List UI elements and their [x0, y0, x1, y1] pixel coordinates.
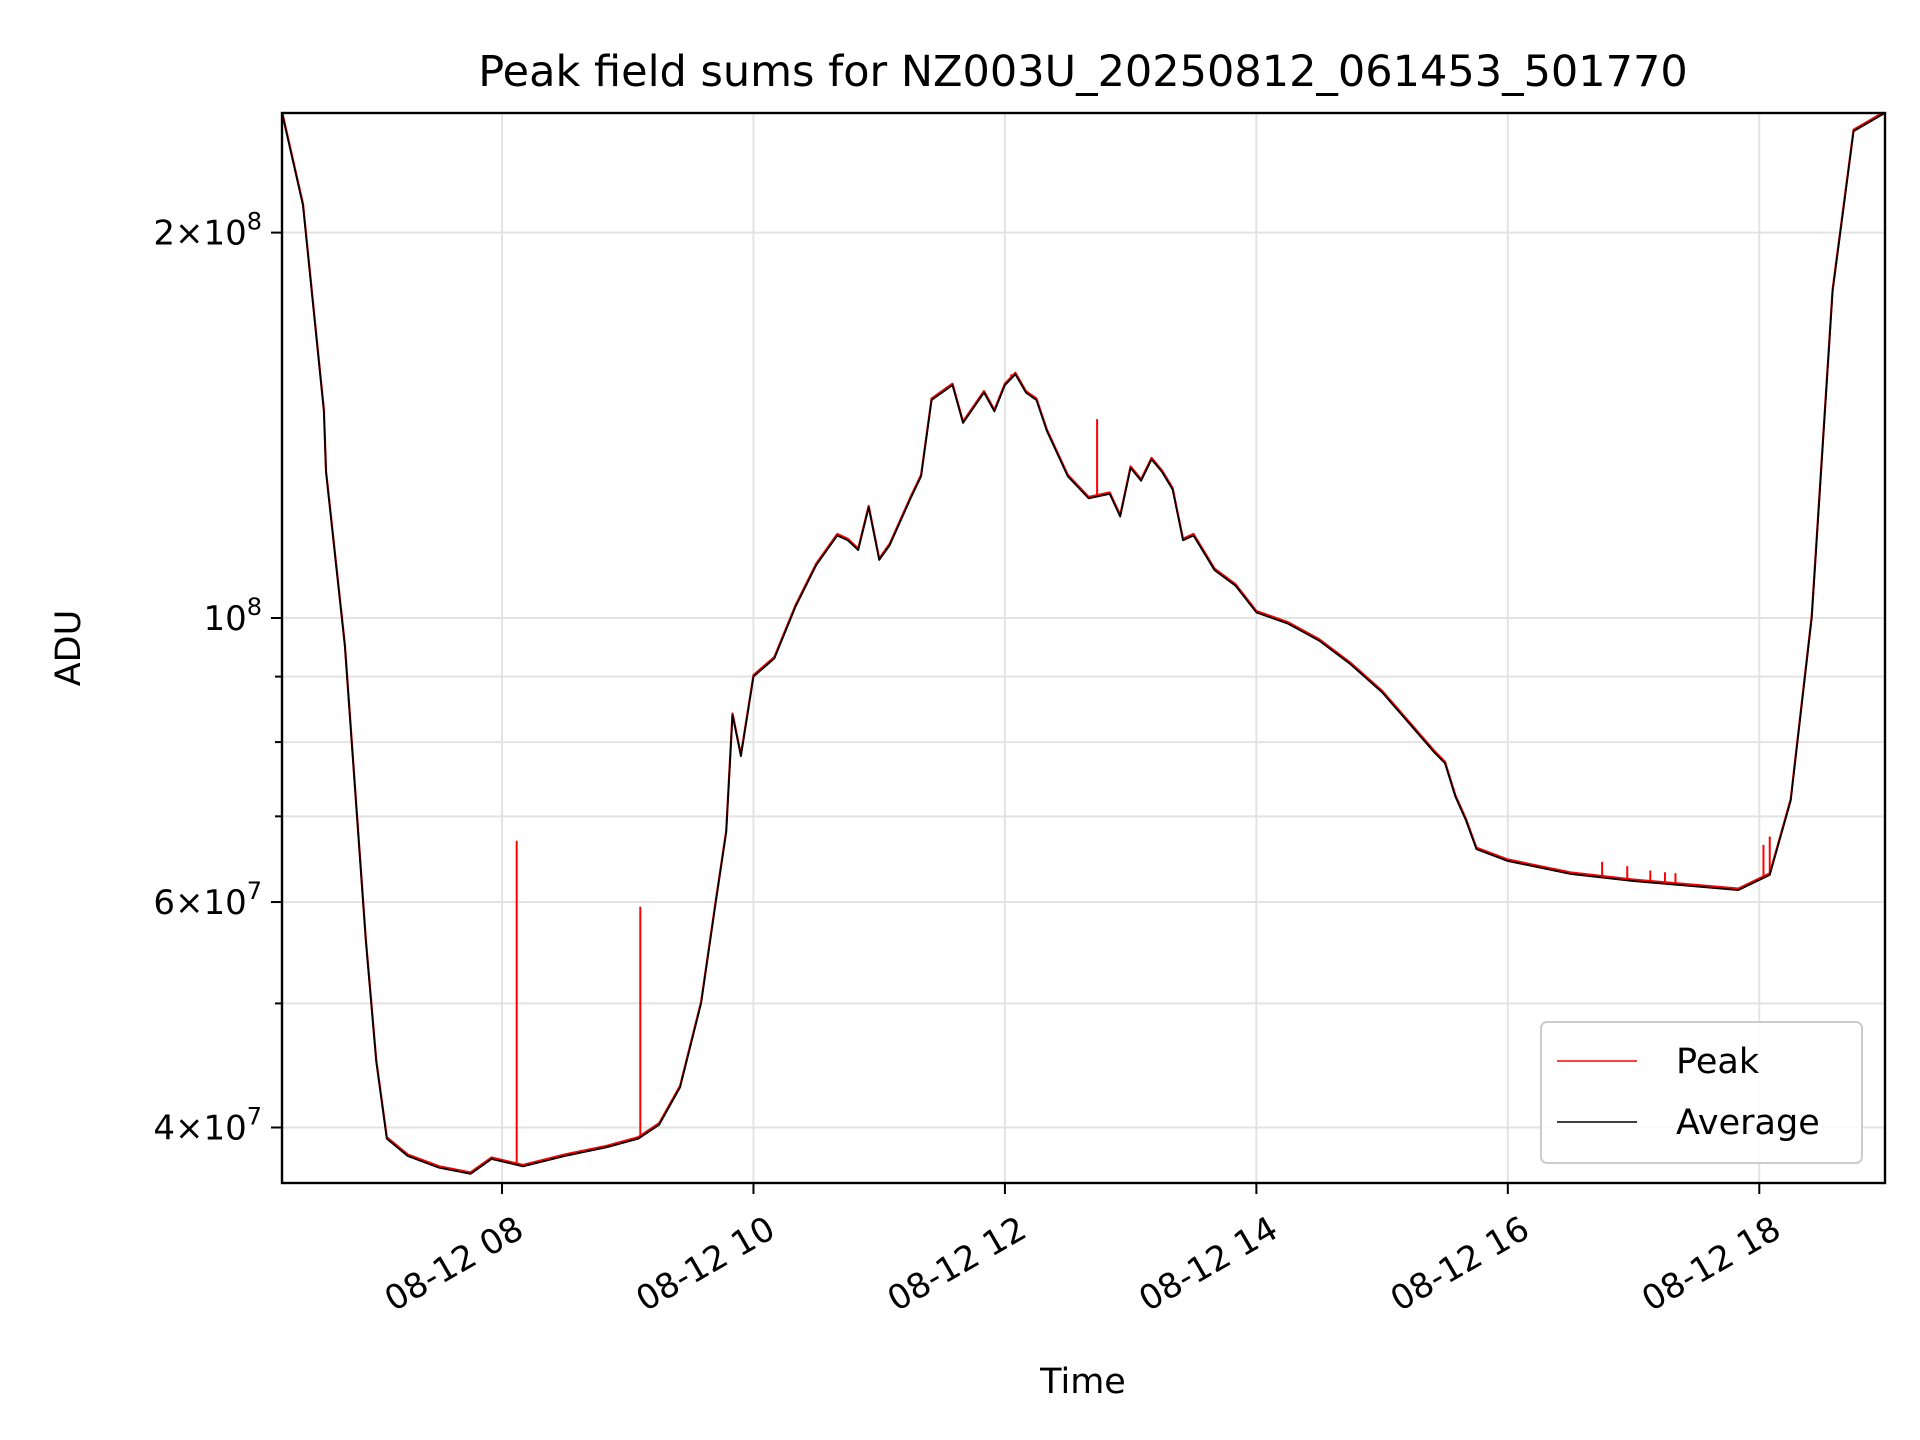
- y-tick-label: 108: [203, 593, 262, 639]
- legend-label-peak: Peak: [1676, 1042, 1760, 1082]
- chart-title: Peak field sums for NZ003U_20250812_0614…: [478, 47, 1687, 97]
- plot-lines: [282, 113, 1885, 1175]
- y-tick-label: 4×107: [153, 1102, 262, 1148]
- x-axis-label: Time: [1039, 1362, 1126, 1402]
- legend: Peak Average: [1540, 1021, 1863, 1164]
- series-line-average: [282, 113, 1885, 1175]
- plot-frame: [280, 111, 1887, 1185]
- y-axis: 4×107 6×107 108 2×108: [153, 208, 282, 1148]
- legend-box: [1540, 1021, 1863, 1164]
- grid: [282, 113, 1885, 1183]
- y-axis-label: ADU: [49, 610, 89, 687]
- legend-label-average: Average: [1676, 1103, 1820, 1143]
- y-tick-label: 2×108: [153, 208, 262, 254]
- y-tick-label: 6×107: [153, 877, 262, 923]
